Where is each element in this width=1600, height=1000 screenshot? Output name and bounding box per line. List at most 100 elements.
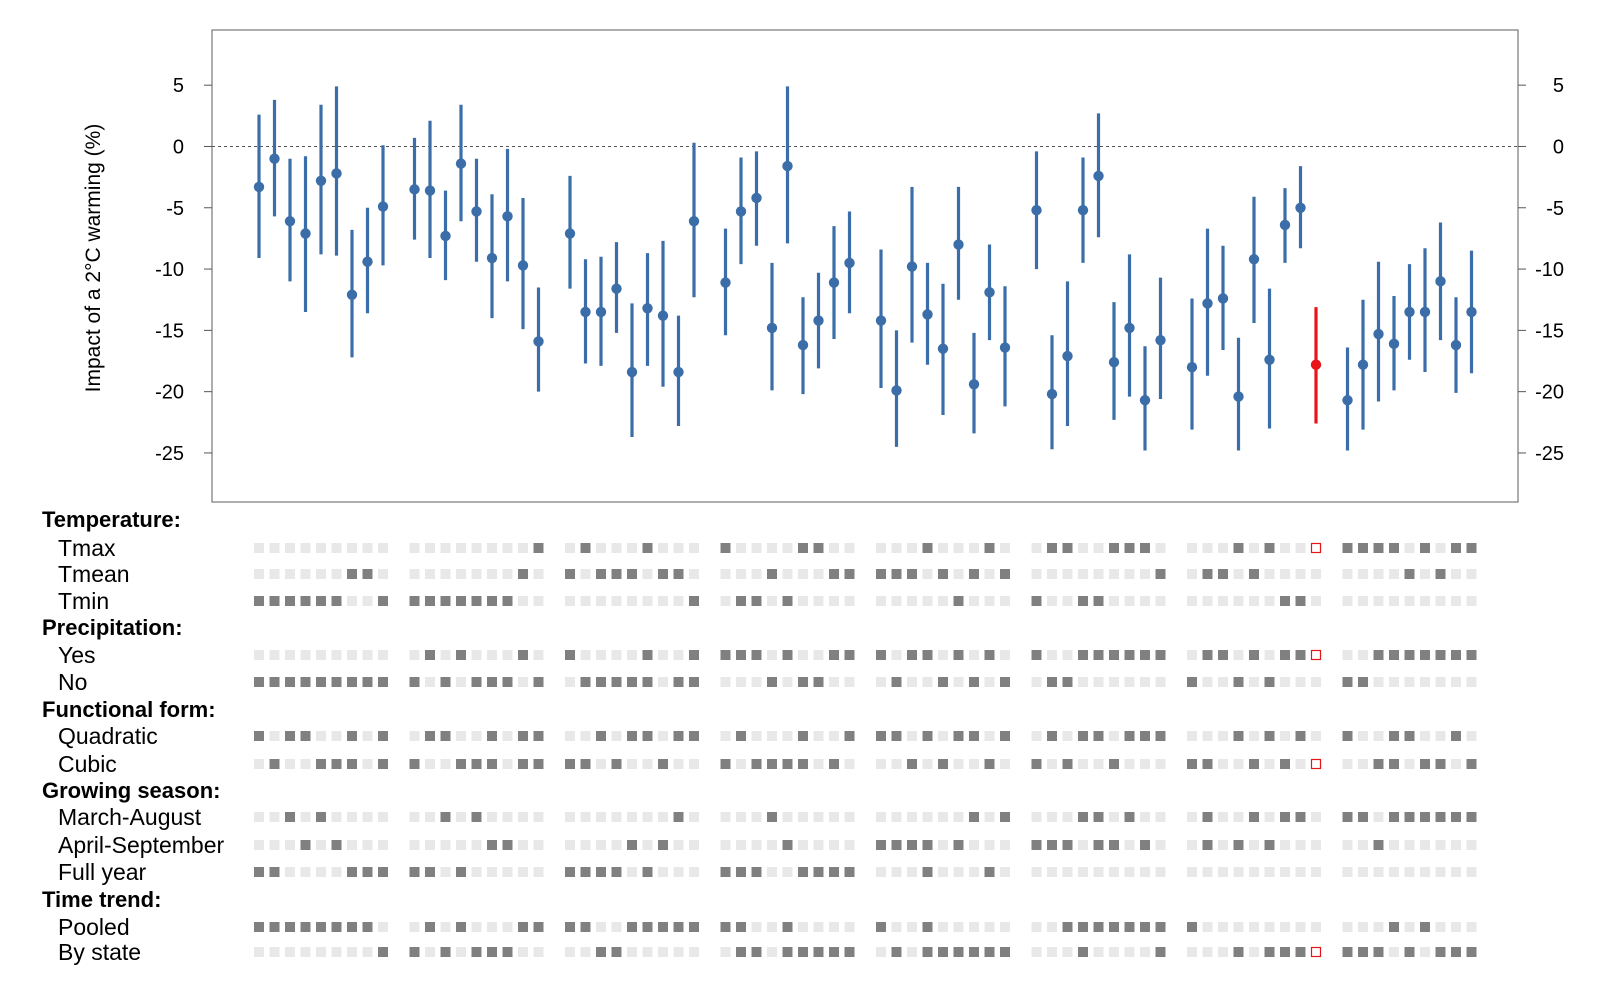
indicator-cell-off — [331, 867, 342, 877]
estimate-point — [968, 379, 980, 390]
indicator-cell-off — [844, 840, 855, 850]
indicator-cell-off — [502, 922, 513, 932]
indicator-cell-off — [1047, 650, 1057, 660]
indicator-cell-on — [736, 922, 746, 932]
indicator-cell-off — [751, 840, 762, 850]
indicator-group-title: Time trend: — [42, 887, 161, 912]
indicator-cell-off — [767, 867, 777, 877]
indicator-cell-on — [1078, 922, 1088, 932]
indicator-cell-off — [969, 922, 979, 932]
indicator-cell-off — [627, 650, 637, 660]
indicator-cell-off — [1000, 867, 1010, 877]
indicator-cell-on — [813, 947, 824, 957]
indicator-cell-off — [1000, 596, 1010, 606]
indicator-cell-on — [1451, 731, 1461, 741]
indicator-cell-off — [456, 812, 466, 822]
indicator-cell-off — [1140, 677, 1150, 687]
indicator-cell-on — [891, 731, 902, 741]
indicator-cell-off — [502, 812, 513, 822]
indicator-cell-on — [782, 596, 793, 606]
indicator-cell-off — [1187, 569, 1197, 579]
indicator-cell-on — [1373, 947, 1384, 957]
estimate-point — [346, 289, 358, 301]
indicator-cell-off — [1109, 731, 1119, 741]
indicator-cell-off — [1124, 840, 1135, 850]
indicator-cell-on — [1295, 650, 1306, 660]
indicator-cell-on — [440, 596, 451, 606]
indicator-cell-off — [316, 543, 326, 553]
indicator-cell-off — [269, 543, 280, 553]
indicator-cell-off — [689, 812, 699, 822]
indicator-cell-on — [316, 596, 326, 606]
indicator-cell-off — [1373, 569, 1384, 579]
indicator-cell-off — [844, 922, 855, 932]
indicator-cell-on — [1342, 731, 1353, 741]
indicator-cell-off — [533, 596, 544, 606]
indicator-cell-on — [300, 677, 311, 687]
indicator-cell-on — [471, 812, 482, 822]
indicator-cell-off — [984, 677, 995, 687]
indicator-cell-off — [1155, 677, 1166, 687]
indicator-cell-off — [1342, 922, 1353, 932]
indicator-cell-on — [720, 759, 731, 769]
indicator-cell-off — [938, 596, 948, 606]
indicator-cell-on — [953, 731, 964, 741]
indicator-cell-on — [844, 650, 855, 660]
indicator-cell-off — [362, 596, 373, 606]
indicator-cell-off — [1373, 812, 1384, 822]
indicator-cell-off — [596, 812, 606, 822]
indicator-cell-off — [580, 812, 591, 822]
indicator-cell-off — [300, 650, 311, 660]
indicator-cell-off — [642, 596, 653, 606]
indicator-cell-on — [751, 596, 762, 606]
indicator-cell-on — [1233, 543, 1244, 553]
indicator-cell-on — [1280, 947, 1290, 957]
indicator-cell-off — [533, 867, 544, 877]
indicator-cell-off — [1047, 759, 1057, 769]
indicator-cell-off — [300, 947, 311, 957]
indicator-cell-on — [922, 731, 933, 741]
indicator-cell-on — [1140, 650, 1150, 660]
indicator-cell-off — [580, 947, 591, 957]
estimate-point — [891, 385, 902, 396]
indicator-cell-off — [269, 731, 280, 741]
indicator-cell-off — [813, 731, 824, 741]
indicator-cell-on — [580, 867, 591, 877]
indicator-cell-on — [938, 759, 948, 769]
indicator-cell-off — [1109, 812, 1119, 822]
indicator-cell-off — [798, 569, 808, 579]
estimate-point — [797, 339, 809, 351]
indicator-cell-off — [471, 922, 482, 932]
indicator-cell-off — [471, 569, 482, 579]
indicator-cell-off — [1404, 922, 1415, 932]
indicator-cell-on — [1047, 731, 1057, 741]
indicator-cell-off — [362, 812, 373, 822]
indicator-cell-off — [1435, 731, 1446, 741]
indicator-cell-off — [580, 840, 591, 850]
indicator-cell-off — [891, 922, 902, 932]
indicator-cell-off — [347, 543, 357, 553]
indicator-cell-on — [876, 569, 886, 579]
indicator-cell-off — [984, 569, 995, 579]
indicator-cell-off — [1218, 543, 1228, 553]
indicator-cell-off — [1078, 569, 1088, 579]
indicator-cell-off — [907, 812, 917, 822]
indicator-cell-on — [1233, 677, 1244, 687]
indicator-cell-off — [767, 543, 777, 553]
indicator-cell-off — [316, 840, 326, 850]
indicator-cell-off — [1062, 812, 1073, 822]
indicator-cell-off — [425, 677, 435, 687]
indicator-cell-on — [1093, 731, 1104, 741]
indicator-cell-off — [1295, 759, 1306, 769]
indicator-cell-off — [938, 731, 948, 741]
estimate-point — [315, 175, 327, 186]
y-tick-label-left: 0 — [173, 136, 184, 158]
indicator-cell-off — [1124, 867, 1135, 877]
indicator-cell-off — [1311, 840, 1321, 850]
indicator-cell-off — [316, 867, 326, 877]
indicator-cell-off — [1031, 812, 1042, 822]
indicator-cell-off — [269, 840, 280, 850]
estimate-point — [1419, 306, 1431, 318]
indicator-cell-off — [533, 569, 544, 579]
indicator-cell-off — [1062, 596, 1073, 606]
